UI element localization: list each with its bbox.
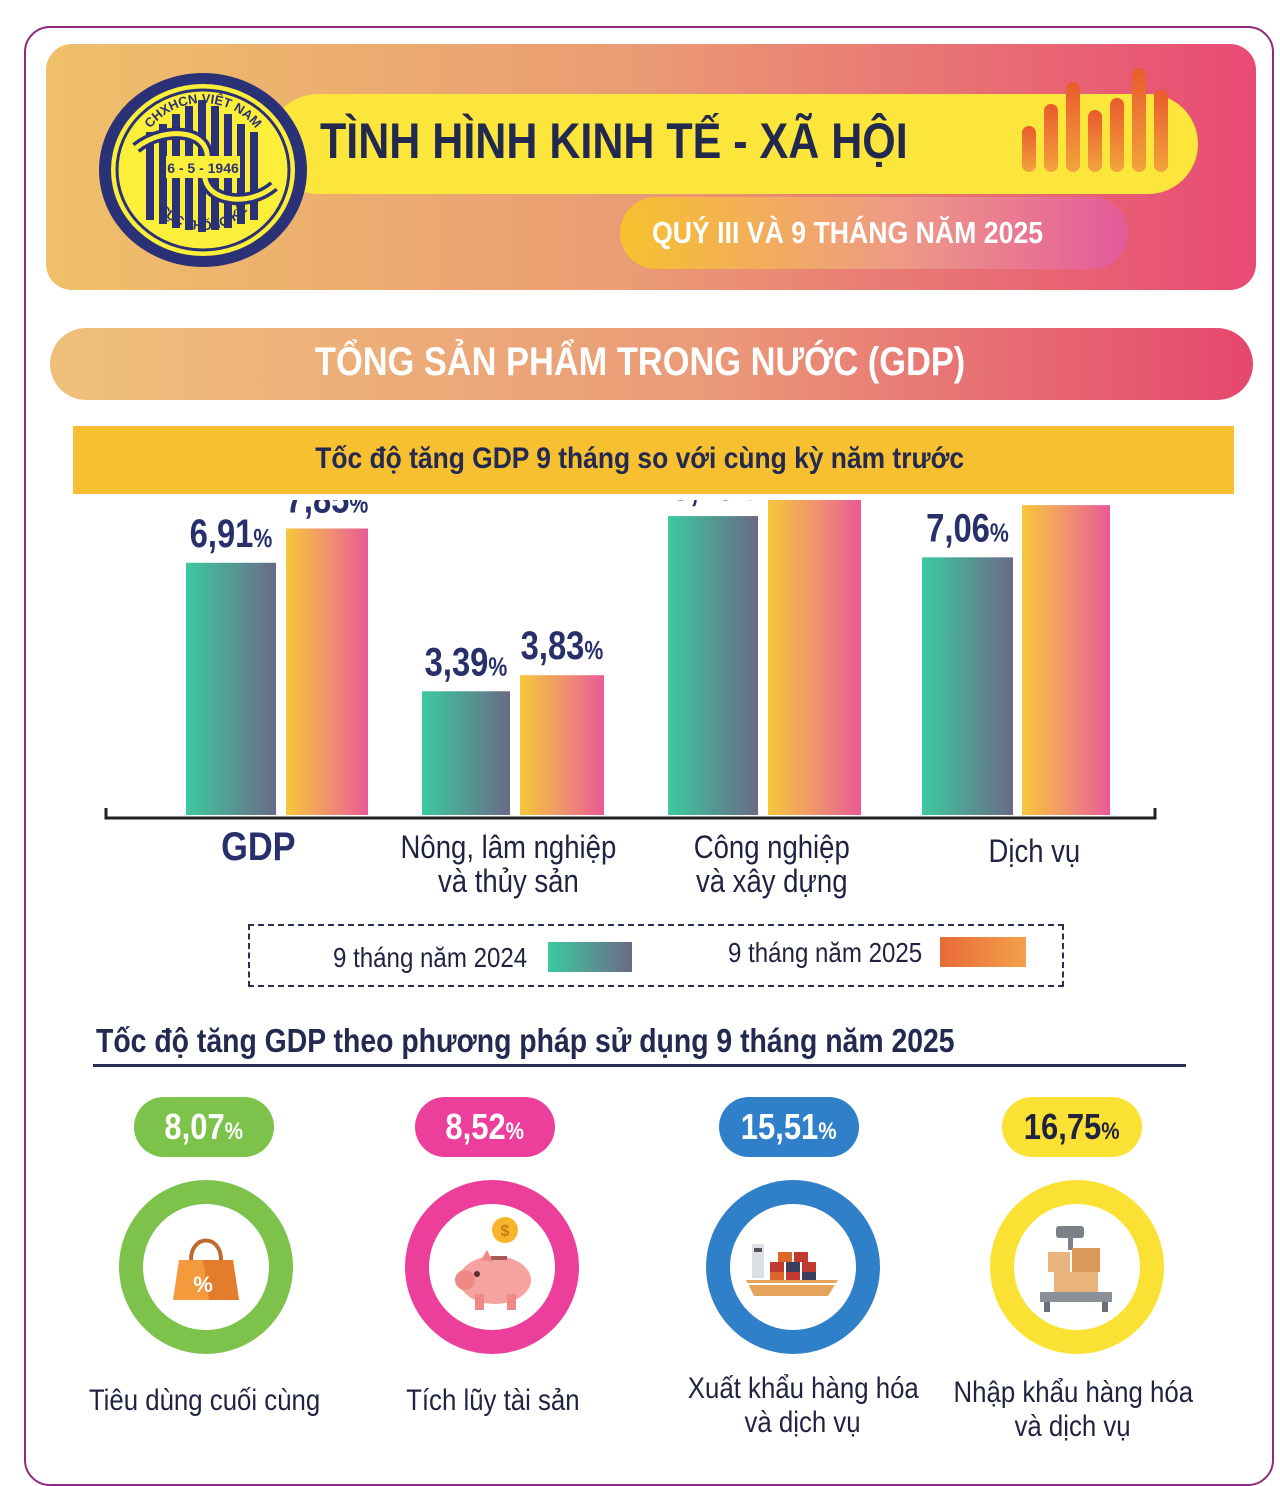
- subtitle-pill: [620, 197, 1128, 269]
- statistics-office-seal-icon: 6 - 5 - 1946 CHXHCN VIỆT NAM CỤC THỐNG K…: [99, 73, 307, 267]
- chart-title: Tốc độ tăng GDP 9 tháng so với cùng kỳ n…: [315, 442, 965, 475]
- legend-label-2024: 9 tháng năm 2024: [333, 942, 528, 973]
- bar-2025-0: [286, 528, 368, 815]
- ring-exports: [706, 1180, 880, 1354]
- category-label-services: Dịch vụ: [988, 833, 1080, 869]
- bar-chart-icon: [1022, 68, 1168, 172]
- ring-final-consumption: %: [119, 1180, 293, 1354]
- bar-2025-2: [768, 500, 861, 815]
- cargo-ship-icon: [746, 1244, 838, 1296]
- page-subtitle: QUÝ III VÀ 9 THÁNG NĂM 2025: [652, 215, 1044, 250]
- data-label-2025-1: 3,83%: [521, 623, 604, 668]
- scale-boxes-icon: [1040, 1226, 1112, 1312]
- bar-2024-0: [186, 562, 276, 815]
- title-pill: [268, 94, 1198, 194]
- svg-text:$: $: [501, 1223, 510, 1240]
- chart-title-band: [73, 426, 1234, 494]
- category-label-agriculture: Nông, lâm nghiệp và thủy sản: [400, 829, 616, 899]
- section-pill: [50, 328, 1253, 400]
- usage-heading-underline: [93, 1064, 1186, 1067]
- badge-imports: 16,75%: [1002, 1097, 1142, 1157]
- data-label-2024-1: 3,39%: [425, 639, 508, 684]
- piggy-bank-icon: $: [455, 1217, 531, 1310]
- ring-asset-accumulation: $: [405, 1180, 579, 1354]
- bar-2025-3: [1022, 505, 1110, 815]
- label-imports: Nhập khẩu hàng hóa và dịch vụ: [953, 1376, 1193, 1443]
- svg-text:6 - 5 - 1946: 6 - 5 - 1946: [167, 160, 239, 176]
- page-title: TÌNH HÌNH KINH TẾ - XÃ HỘI: [320, 113, 908, 169]
- bar-2024-2: [668, 516, 758, 815]
- svg-text:%: %: [193, 1272, 213, 1297]
- chart-legend: [248, 924, 1064, 987]
- data-label-2025-0: 7,85%: [286, 500, 369, 521]
- legend-swatch-2025: [940, 937, 1026, 967]
- gdp-growth-bar-chart: 6,91%3,39%8,19%7,06%7,85%3,83%8,69%8,49%: [104, 500, 1157, 820]
- badge-asset-accumulation: 8,52%: [415, 1097, 555, 1157]
- bar-2024-1: [422, 691, 510, 815]
- shopping-bag-icon: %: [173, 1238, 239, 1300]
- usage-heading: Tốc độ tăng GDP theo phương pháp sử dụng…: [96, 1022, 955, 1059]
- section-title: TỔNG SẢN PHẨM TRONG NƯỚC (GDP): [314, 340, 966, 384]
- data-label-2024-3: 7,06%: [926, 505, 1009, 550]
- badge-final-consumption: 8,07%: [134, 1097, 274, 1157]
- data-label-2024-2: 8,19%: [672, 500, 755, 509]
- category-label-industry: Công nghiệp và xây dựng: [693, 829, 851, 899]
- label-asset-accumulation: Tích lũy tài sản: [406, 1384, 580, 1417]
- x-axis-line: [104, 808, 1157, 820]
- data-label-2024-0: 6,91%: [190, 511, 273, 556]
- category-label-gdp: GDP: [220, 825, 296, 869]
- legend-swatch-2024: [548, 942, 632, 972]
- bar-2025-1: [520, 675, 604, 815]
- ring-imports: [990, 1180, 1164, 1354]
- badge-exports: 15,51%: [719, 1097, 859, 1157]
- label-final-consumption: Tiêu dùng cuối cùng: [89, 1384, 321, 1417]
- bar-2024-3: [922, 557, 1013, 815]
- label-exports: Xuất khẩu hàng hóa và dịch vụ: [687, 1372, 919, 1439]
- legend-label-2025: 9 tháng năm 2025: [728, 937, 923, 968]
